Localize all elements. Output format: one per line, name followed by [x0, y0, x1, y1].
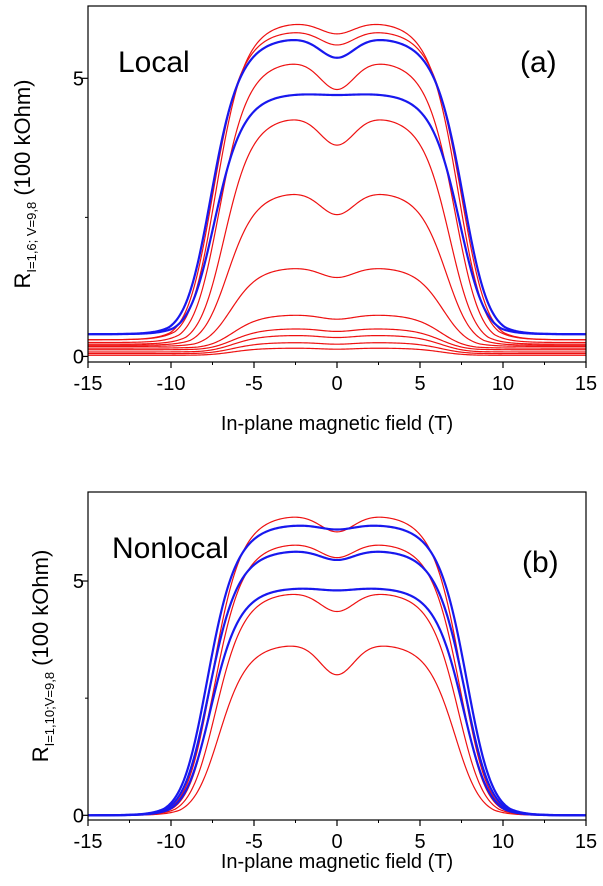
series-line-6 [88, 314, 586, 349]
x-tick-label: 15 [575, 831, 597, 853]
series-group [88, 516, 586, 817]
x-tick-label: -10 [157, 373, 186, 395]
panel-a: -15 -10 -5 0 5 10 15 0 5 In-plane magnetic field … [10, 5, 597, 435]
x-tick-label: -15 [74, 831, 103, 853]
series-line-0 [88, 23, 586, 341]
series-line-3 [88, 119, 586, 345]
series-line-1 [88, 544, 586, 816]
x-tick-label: 10 [492, 831, 514, 853]
series-line-6 [88, 587, 586, 817]
x-tick-label: 10 [492, 373, 514, 395]
x-tick-label: -10 [157, 831, 186, 853]
series-line-4 [88, 524, 586, 817]
x-tick-label: 15 [575, 373, 597, 395]
y-tick-label: 5 [73, 68, 84, 90]
series-line-5 [88, 268, 586, 348]
panel-annotation: Nonlocal [112, 532, 229, 565]
y-axis-label: RI=1,10;V=9,8 (100 kOhm) [28, 550, 57, 763]
series-line-1 [88, 32, 586, 341]
x-tick-label: -5 [245, 373, 263, 395]
x-axis-label: In-plane magnetic field (T) [221, 851, 453, 873]
series-line-8 [88, 334, 586, 353]
y-tick-label: 5 [73, 571, 84, 593]
series-line-4 [88, 193, 586, 346]
series-line-2 [88, 63, 586, 344]
x-tick-label: 0 [331, 373, 342, 395]
series-line-10 [88, 347, 586, 356]
panel-label: (b) [522, 546, 559, 579]
y-axis-label: RI=1,6; V=9,8 (100 kOhm) [10, 80, 39, 289]
x-tick-label: 5 [414, 831, 425, 853]
series-line-3 [88, 645, 586, 816]
series-line-7 [88, 328, 586, 351]
series-line-9 [88, 342, 586, 355]
x-axis-label: In-plane magnetic field (T) [221, 413, 453, 435]
series-line-2 [88, 593, 586, 816]
series-group [88, 23, 586, 356]
panel-annotation: Local [118, 46, 190, 79]
x-tick-label: 0 [331, 831, 342, 853]
series-line-12 [88, 93, 586, 336]
x-tick-label: 5 [414, 373, 425, 395]
series-line-11 [88, 38, 586, 336]
x-tick-label: -5 [245, 831, 263, 853]
y-tick-label: 0 [73, 805, 84, 827]
series-line-5 [88, 550, 586, 817]
panel-label: (a) [520, 46, 557, 79]
y-tick-label: 0 [73, 346, 84, 368]
x-tick-label: -15 [74, 373, 103, 395]
